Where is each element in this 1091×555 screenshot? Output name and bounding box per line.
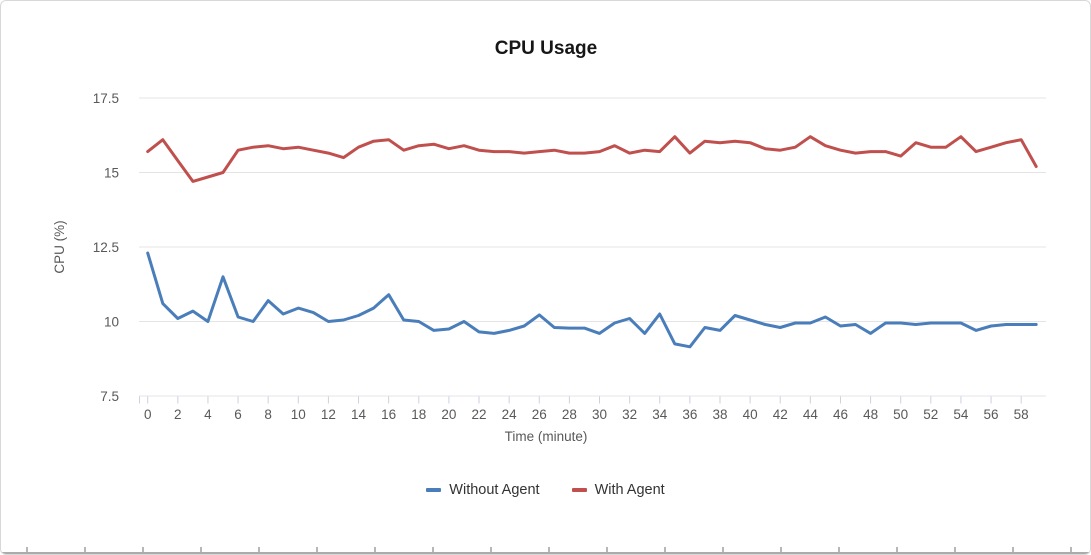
bottom-edge-ruler <box>1 545 1090 554</box>
x-tick-label: 8 <box>264 407 272 422</box>
ruler-tick <box>664 547 666 552</box>
ruler-tick <box>954 547 956 552</box>
ruler-tick <box>142 547 144 552</box>
x-tick-label: 14 <box>351 407 367 422</box>
y-tick-label: 12.5 <box>93 240 119 255</box>
x-tick-label: 6 <box>234 407 242 422</box>
y-tick-label: 15 <box>104 165 119 180</box>
legend-item-without-agent[interactable]: Without Agent <box>426 482 540 498</box>
x-axis-tick-labels: 0 2 4 6 8 10 12 14 16 18 20 22 24 26 28 30 32 34 36 38 40 42 4… <box>144 407 1029 422</box>
ruler-tick <box>606 547 608 552</box>
x-axis-title: Time (minute) <box>505 429 588 444</box>
ruler-tick <box>838 547 840 552</box>
chart-title: CPU Usage <box>495 38 597 59</box>
legend-label-without-agent: Without Agent <box>449 482 540 498</box>
series-lines <box>146 135 1038 349</box>
legend-swatch-without-agent-icon <box>426 488 442 492</box>
legend-item-with-agent[interactable]: With Agent <box>571 482 665 498</box>
y-tick-label: 17.5 <box>93 91 119 106</box>
x-tick-label: 52 <box>923 407 938 422</box>
ruler-tick <box>200 547 202 552</box>
x-tick-label: 34 <box>652 407 668 422</box>
x-tick-label: 46 <box>833 407 848 422</box>
x-tick-label: 54 <box>953 407 969 422</box>
ruler-tick <box>84 547 86 552</box>
ruler-tick <box>316 547 318 552</box>
legend-swatch-with-agent-icon <box>571 488 587 492</box>
ruler-tick <box>896 547 898 552</box>
ruler-tick <box>258 547 260 552</box>
ruler-tick <box>432 547 434 552</box>
x-tick-label: 42 <box>773 407 788 422</box>
x-tick-label: 20 <box>441 407 456 422</box>
y-tick-label: 7.5 <box>100 389 119 404</box>
x-tick-label: 30 <box>592 407 607 422</box>
x-tick-label: 32 <box>622 407 637 422</box>
x-tick-label: 36 <box>682 407 697 422</box>
gridlines <box>139 97 1046 397</box>
x-tick-label: 48 <box>863 407 878 422</box>
legend-label-with-agent: With Agent <box>594 482 665 498</box>
ruler-tick <box>490 547 492 552</box>
ruler-tick <box>374 547 376 552</box>
ruler-tick <box>1012 547 1014 552</box>
y-axis-tick-labels: 17.5 15 12.5 10 7.5 <box>93 91 119 404</box>
x-tick-label: 28 <box>562 407 577 422</box>
ruler-tick <box>26 547 28 552</box>
x-tick-label: 24 <box>502 407 518 422</box>
x-tick-label: 44 <box>803 407 819 422</box>
x-axis-ticks <box>139 396 1022 404</box>
x-tick-label: 22 <box>472 407 487 422</box>
y-axis-title: CPU (%) <box>52 220 67 273</box>
x-tick-label: 0 <box>144 407 152 422</box>
x-tick-label: 10 <box>291 407 306 422</box>
x-tick-label: 4 <box>204 407 212 422</box>
x-tick-label: 40 <box>743 407 758 422</box>
x-tick-label: 16 <box>381 407 396 422</box>
y-tick-label: 10 <box>104 314 119 329</box>
x-tick-label: 50 <box>893 407 908 422</box>
x-tick-label: 56 <box>984 407 999 422</box>
x-tick-label: 2 <box>174 407 182 422</box>
x-tick-label: 12 <box>321 407 336 422</box>
ruler-tick <box>1070 547 1072 552</box>
x-tick-label: 38 <box>712 407 727 422</box>
ruler-tick <box>780 547 782 552</box>
series-line-with-agent <box>146 135 1038 183</box>
legend: Without Agent With Agent <box>1 482 1090 498</box>
x-tick-label: 26 <box>532 407 547 422</box>
series-line-without-agent <box>146 251 1038 349</box>
ruler-tick <box>722 547 724 552</box>
x-tick-label: 18 <box>411 407 426 422</box>
ruler-tick <box>548 547 550 552</box>
x-tick-label: 58 <box>1014 407 1029 422</box>
